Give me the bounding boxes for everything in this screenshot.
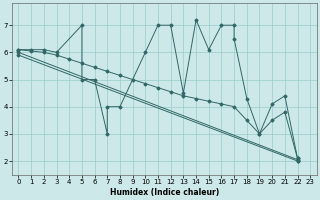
X-axis label: Humidex (Indice chaleur): Humidex (Indice chaleur) <box>110 188 219 197</box>
